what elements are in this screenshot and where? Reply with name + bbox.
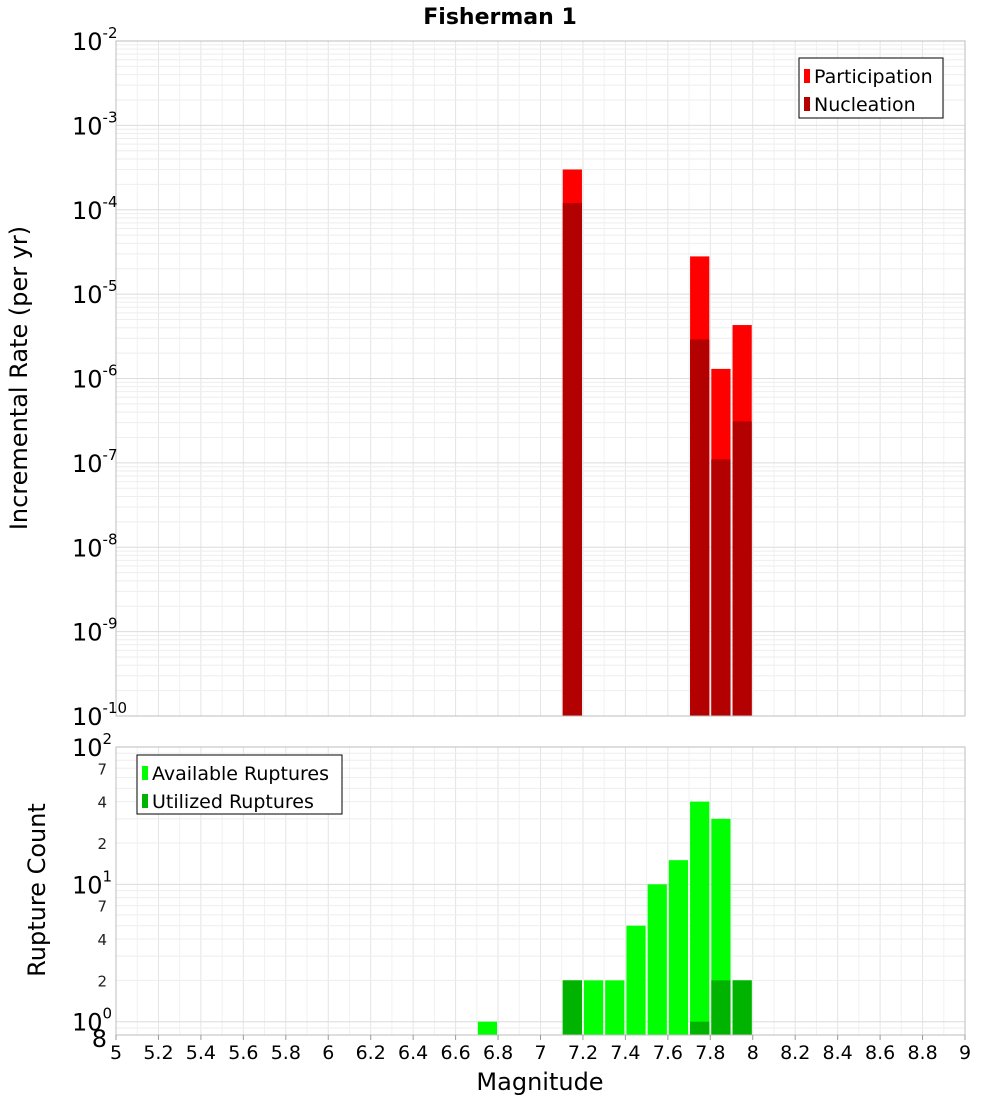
y-tick-label: 10-2 xyxy=(72,24,118,56)
bottom-bar-utilized-ruptures xyxy=(711,980,731,1035)
legend-swatch xyxy=(142,766,148,780)
legend-swatch xyxy=(804,97,810,111)
top-plot-bars xyxy=(562,169,752,716)
bottom-plot-bars xyxy=(477,801,752,1035)
bottom-bar-utilized-ruptures xyxy=(562,980,582,1035)
x-tick-label: 5.2 xyxy=(143,1042,173,1064)
top-y-axis-label: Incremental Rate (per yr) xyxy=(5,226,33,530)
legend-box xyxy=(798,57,944,119)
x-tick-label: 5.4 xyxy=(186,1042,216,1064)
y-tick-label: 10-10 xyxy=(72,699,127,731)
y-tick-label: 10-5 xyxy=(72,277,118,309)
y-minor-tick-label: 8 xyxy=(92,1025,107,1053)
legend-label: Utilized Ruptures xyxy=(152,791,314,813)
y-minor-tick-label: 4 xyxy=(97,794,107,812)
bottom-bar-utilized-ruptures xyxy=(732,980,752,1035)
y-tick-label: 10-7 xyxy=(72,446,118,478)
x-tick-label: 5 xyxy=(110,1042,122,1064)
x-tick-label: 8.8 xyxy=(907,1042,937,1064)
top-legend: Participation Nucleation xyxy=(798,57,944,119)
y-minor-tick-label: 7 xyxy=(97,760,107,778)
y-minor-tick-label: 7 xyxy=(97,898,107,916)
top-bar-nucleation xyxy=(562,203,582,716)
x-tick-label: 9 xyxy=(959,1042,971,1064)
x-tick-label: 6.6 xyxy=(440,1042,470,1064)
y-minor-tick-label: 2 xyxy=(97,835,107,853)
y-minor-tick-label: 4 xyxy=(97,931,107,949)
bottom-y-axis-label: Rupture Count xyxy=(23,803,51,977)
x-tick-label: 6.4 xyxy=(398,1042,428,1064)
bottom-y-axis-ticks: 102 101 100 7 4 2 7 4 2 8 xyxy=(72,730,112,1053)
x-tick-label: 7.6 xyxy=(653,1042,683,1064)
x-tick-label: 8 xyxy=(747,1042,759,1064)
bottom-bar-available-ruptures xyxy=(690,801,710,1035)
top-bar-nucleation xyxy=(732,421,752,716)
x-axis-label: Magnitude xyxy=(476,1068,603,1096)
y-minor-tick-label: 2 xyxy=(97,972,107,990)
top-y-axis-ticks: 10-2 10-3 10-4 10-5 10-6 10-7 10-8 10-9 10-10 xyxy=(72,24,127,731)
x-tick-label: 5.6 xyxy=(228,1042,258,1064)
bottom-bar-available-ruptures xyxy=(583,980,604,1035)
y-tick-label: 10-6 xyxy=(72,362,118,394)
legend-label: Participation xyxy=(814,66,933,88)
x-tick-label: 7 xyxy=(534,1042,546,1064)
bottom-legend: Available Ruptures Utilized Ruptures xyxy=(136,754,343,815)
y-tick-label: 100 xyxy=(72,1005,112,1037)
bottom-bar-available-ruptures xyxy=(477,1021,498,1035)
y-tick-label: 10-3 xyxy=(72,108,118,140)
x-axis-ticks: 5 5.2 5.4 5.6 5.8 6 6.2 6.4 6.6 6.8 7 7.2 7.4 7.6 7.8 8… xyxy=(110,1035,971,1064)
legend-swatch xyxy=(804,69,810,83)
y-tick-label: 10-8 xyxy=(72,530,118,562)
bottom-bar-available-ruptures xyxy=(605,980,625,1035)
x-tick-label: 7.2 xyxy=(568,1042,598,1064)
legend-swatch xyxy=(142,794,148,808)
chart-title: Fisherman 1 xyxy=(423,5,577,30)
x-tick-label: 8.6 xyxy=(865,1042,895,1064)
legend-box xyxy=(136,754,343,815)
top-bar-nucleation xyxy=(690,339,710,716)
x-tick-label: 8.2 xyxy=(780,1042,810,1064)
top-bar-nucleation xyxy=(711,459,731,716)
x-tick-label: 8.4 xyxy=(823,1042,853,1064)
bottom-bar-utilized-ruptures xyxy=(690,1021,710,1035)
top-plot-grid xyxy=(115,40,966,717)
bottom-bar-available-ruptures xyxy=(647,884,667,1035)
bottom-bar-available-ruptures xyxy=(626,925,646,1035)
y-tick-label: 102 xyxy=(72,730,112,762)
y-tick-label: 101 xyxy=(72,867,112,899)
legend-label: Available Ruptures xyxy=(152,763,329,785)
x-tick-label: 6 xyxy=(322,1042,334,1064)
x-tick-label: 7.4 xyxy=(610,1042,640,1064)
x-tick-label: 6.2 xyxy=(356,1042,386,1064)
x-tick-label: 6.8 xyxy=(483,1042,513,1064)
x-tick-label: 7.8 xyxy=(695,1042,725,1064)
top-plot-frame xyxy=(115,40,966,717)
y-tick-label: 10-4 xyxy=(72,193,118,225)
y-tick-label: 10-9 xyxy=(72,615,118,647)
bottom-bar-available-ruptures xyxy=(668,860,689,1035)
legend-label: Nucleation xyxy=(814,94,916,116)
x-tick-label: 5.8 xyxy=(271,1042,301,1064)
